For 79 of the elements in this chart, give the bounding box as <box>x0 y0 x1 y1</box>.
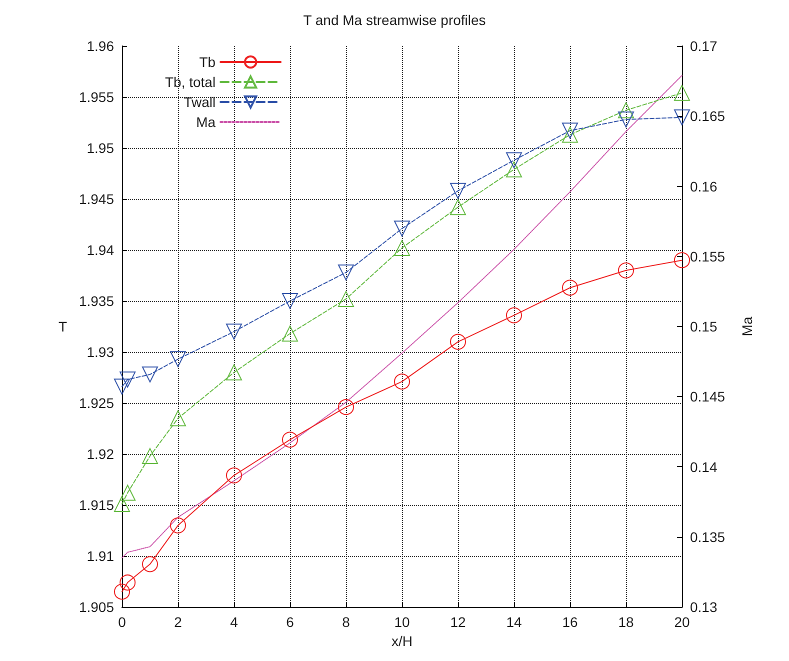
x-tick-label: 6 <box>286 614 294 630</box>
point <box>450 334 466 350</box>
legend-label: Tb, total <box>164 74 216 90</box>
point <box>506 161 522 178</box>
point <box>394 374 410 390</box>
x-tick-label: 16 <box>562 614 578 630</box>
point <box>674 252 690 268</box>
point <box>282 326 298 342</box>
point <box>114 378 130 395</box>
point <box>618 111 634 128</box>
point <box>562 280 578 296</box>
x-tick-label: 12 <box>450 614 466 630</box>
point <box>450 199 466 216</box>
y2-tick-label: 0.145 <box>690 388 726 405</box>
y2-tick-label: 0.13 <box>690 599 718 615</box>
point <box>142 556 158 572</box>
x-tick-label: 20 <box>674 614 690 630</box>
y-axis-title: T <box>58 318 68 334</box>
point <box>338 264 354 280</box>
y-tick-label: 1.96 <box>86 38 114 54</box>
point <box>120 484 136 501</box>
y-tick-label: 1.955 <box>78 89 114 105</box>
y-tick-label: 1.91 <box>86 548 114 564</box>
y-tick-label: 1.925 <box>78 395 114 411</box>
point <box>562 126 578 143</box>
y2-tick-label: 0.16 <box>690 178 718 194</box>
point <box>114 496 130 512</box>
point <box>142 448 158 464</box>
x-tick-label: 18 <box>618 614 634 630</box>
y2-tick-label: 0.155 <box>690 248 726 264</box>
point <box>120 372 136 388</box>
y2-tick-label: 0.165 <box>690 108 726 124</box>
y2-tick-label: 0.15 <box>690 318 718 334</box>
point <box>618 262 634 278</box>
y-tick-label: 1.92 <box>86 446 114 462</box>
point <box>114 584 130 600</box>
y2-tick-label: 0.17 <box>690 38 718 54</box>
point <box>394 220 410 237</box>
legend-label: Twall <box>184 94 216 110</box>
y-tick-label: 1.915 <box>78 497 114 513</box>
y2-tick-label: 0.135 <box>690 528 726 545</box>
point <box>170 517 186 534</box>
point <box>282 432 298 448</box>
x-axis-title: x/H <box>392 632 412 649</box>
legend-label: Tb <box>199 54 216 70</box>
y-tick-label: 1.935 <box>78 293 114 309</box>
y-tick-label: 1.945 <box>78 191 114 207</box>
x-tick-label: 4 <box>230 614 238 630</box>
y-tick-label: 1.95 <box>86 140 114 156</box>
point <box>674 109 690 126</box>
x-tick-label: 10 <box>394 614 410 630</box>
point <box>226 467 242 484</box>
x-tick-label: 8 <box>342 614 350 630</box>
point <box>450 182 466 199</box>
point <box>142 366 158 382</box>
y-tick-label: 1.94 <box>86 242 114 258</box>
point <box>618 102 634 118</box>
point <box>338 399 354 416</box>
y2-tick-label: 0.14 <box>690 458 718 475</box>
point <box>170 351 186 368</box>
point <box>170 410 186 426</box>
point <box>506 152 522 168</box>
chart-title: T and Ma streamwise profiles <box>303 12 486 28</box>
point <box>226 324 242 340</box>
point <box>674 84 690 101</box>
y2-axis-title: Ma <box>739 316 755 336</box>
point <box>282 293 298 309</box>
point <box>338 290 354 307</box>
x-tick-label: 0 <box>118 614 126 630</box>
x-tick-label: 14 <box>506 614 522 630</box>
y-tick-label: 1.905 <box>78 599 114 615</box>
point <box>226 364 242 380</box>
point <box>506 307 522 324</box>
point <box>120 574 136 591</box>
x-tick-label: 2 <box>174 614 182 630</box>
y-tick-label: 1.93 <box>86 344 114 360</box>
legend-label: Ma <box>196 114 216 130</box>
point <box>562 122 578 139</box>
point <box>394 240 410 256</box>
